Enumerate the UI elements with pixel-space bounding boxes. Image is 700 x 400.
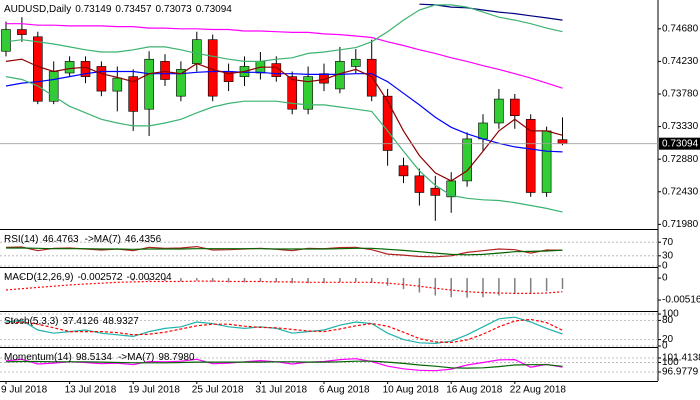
candle-body bbox=[462, 138, 472, 182]
y-tick-label: 0 bbox=[662, 261, 668, 272]
y-tick-label: 0 bbox=[662, 341, 668, 352]
series-value: -0.003204 bbox=[127, 272, 172, 283]
y-tick-label: 30 bbox=[662, 250, 674, 261]
series-name: RSI(14) bbox=[4, 234, 38, 245]
y-tick-label: 0.72880 bbox=[662, 154, 699, 165]
current-price-box bbox=[659, 137, 700, 150]
panel-legend: MACD(12,26,9) -0.002572 -0.003204 bbox=[4, 272, 172, 283]
candle-body bbox=[541, 130, 552, 193]
y-tick-label: 0 bbox=[662, 273, 668, 284]
indicator-line bbox=[5, 360, 563, 369]
series-value: 37.4126 bbox=[62, 316, 99, 327]
series-value: 48.9327 bbox=[103, 316, 140, 327]
y-tick-label: 70 bbox=[662, 237, 674, 248]
series-value: 46.4356 bbox=[125, 234, 162, 245]
candle-body bbox=[414, 175, 425, 193]
panel-legend: Momentum(14) 98.5134 ->MA(7) 98.7980 bbox=[4, 352, 195, 363]
indicator-line bbox=[6, 23, 563, 89]
series-value: -0.002572 bbox=[77, 272, 122, 283]
ohlc-value: 0.73149 bbox=[75, 4, 112, 15]
indicator-line bbox=[5, 4, 563, 62]
candle-body bbox=[287, 76, 298, 110]
candle-body bbox=[525, 119, 536, 193]
y-tick-label: 20 bbox=[662, 334, 674, 345]
x-tick-label: 6 Aug 2018 bbox=[319, 385, 370, 396]
candle-body bbox=[160, 61, 170, 80]
y-tick-label: 100 bbox=[662, 309, 679, 320]
candle-body bbox=[350, 58, 361, 67]
candle-body bbox=[17, 29, 27, 35]
indicator-line bbox=[5, 358, 563, 372]
x-tick-label: 16 Aug 2018 bbox=[446, 385, 503, 396]
candle-body bbox=[557, 139, 568, 144]
candle-body bbox=[478, 122, 488, 140]
candle-body bbox=[96, 66, 107, 92]
y-tick-label: 0.74230 bbox=[662, 56, 699, 67]
indicator-line bbox=[6, 247, 563, 256]
indicator-line bbox=[5, 76, 563, 213]
x-tick-label: 22 Aug 2018 bbox=[510, 385, 567, 396]
candle-body bbox=[64, 61, 75, 74]
ohlc-value: 0.73457 bbox=[115, 4, 152, 15]
y-tick-label: 0.73330 bbox=[662, 121, 699, 132]
indicator-line bbox=[5, 318, 563, 344]
y-tick-label: -0.005161 bbox=[662, 295, 700, 306]
y-tick-label: 0.74680 bbox=[662, 23, 699, 34]
y-tick-label: 0.72430 bbox=[662, 186, 699, 197]
panel-legend: RSI(14) 46.4763 ->MA(7) 46.4356 bbox=[4, 234, 162, 245]
candle-body bbox=[382, 95, 393, 151]
x-tick-label: 31 Jul 2018 bbox=[255, 385, 307, 396]
ohlc-value: 0.73073 bbox=[156, 4, 193, 15]
panel-legend: Stoch(5,3,3) 37.4126 48.9327 bbox=[4, 316, 139, 327]
candle-body bbox=[32, 36, 43, 102]
symbol: AUDUSD,Daily bbox=[4, 4, 71, 15]
panel-legend: AUDUSD,Daily 0.73149 0.73457 0.73073 0.73094 bbox=[4, 4, 232, 15]
candle-body bbox=[1, 29, 11, 52]
y-tick-label: 96.9779 bbox=[662, 367, 699, 378]
indicator-line bbox=[5, 280, 563, 294]
y-tick-label: 80 bbox=[662, 315, 674, 326]
series-name: Momentum(14) bbox=[4, 352, 72, 363]
candle-body bbox=[509, 98, 520, 117]
current-price-label: 0.73094 bbox=[662, 138, 699, 149]
candle-body bbox=[192, 39, 202, 64]
x-tick-label: 9 Jul 2018 bbox=[1, 385, 48, 396]
series-value: 98.7980 bbox=[158, 352, 195, 363]
y-tick-label: 0.73780 bbox=[662, 89, 699, 100]
x-tick-label: 25 Jul 2018 bbox=[192, 385, 244, 396]
ohlc-value: 0.73094 bbox=[196, 4, 233, 15]
x-tick-label: 13 Jul 2018 bbox=[65, 385, 117, 396]
x-tick-label: 10 Aug 2018 bbox=[383, 385, 440, 396]
candle-body bbox=[303, 76, 313, 110]
series-name: ->MA(7) bbox=[85, 234, 121, 245]
candle-body bbox=[446, 180, 457, 198]
x-tick-label: 19 Jul 2018 bbox=[128, 385, 180, 396]
series-value: 46.4763 bbox=[42, 234, 79, 245]
series-value: 98.5134 bbox=[76, 352, 113, 363]
indicator-line bbox=[5, 58, 563, 182]
candle-body bbox=[128, 76, 138, 112]
candle-body bbox=[430, 187, 441, 196]
candle-body bbox=[144, 58, 154, 110]
candle-body bbox=[112, 77, 123, 92]
y-tick-label: 0.71980 bbox=[662, 219, 699, 230]
indicator-line bbox=[5, 316, 563, 345]
y-tick-label: 101.4138 bbox=[662, 353, 700, 364]
candle-body bbox=[398, 165, 409, 177]
candle-body bbox=[176, 69, 186, 97]
y-tick-label: 100 bbox=[662, 357, 679, 368]
indicator-line bbox=[5, 245, 563, 258]
series-name: Stoch(5,3,3) bbox=[4, 316, 58, 327]
series-name: MACD(12,26,9) bbox=[4, 272, 73, 283]
series-name: ->MA(7) bbox=[118, 352, 154, 363]
candle-body bbox=[494, 98, 504, 124]
indicator-line bbox=[419, 3, 563, 21]
